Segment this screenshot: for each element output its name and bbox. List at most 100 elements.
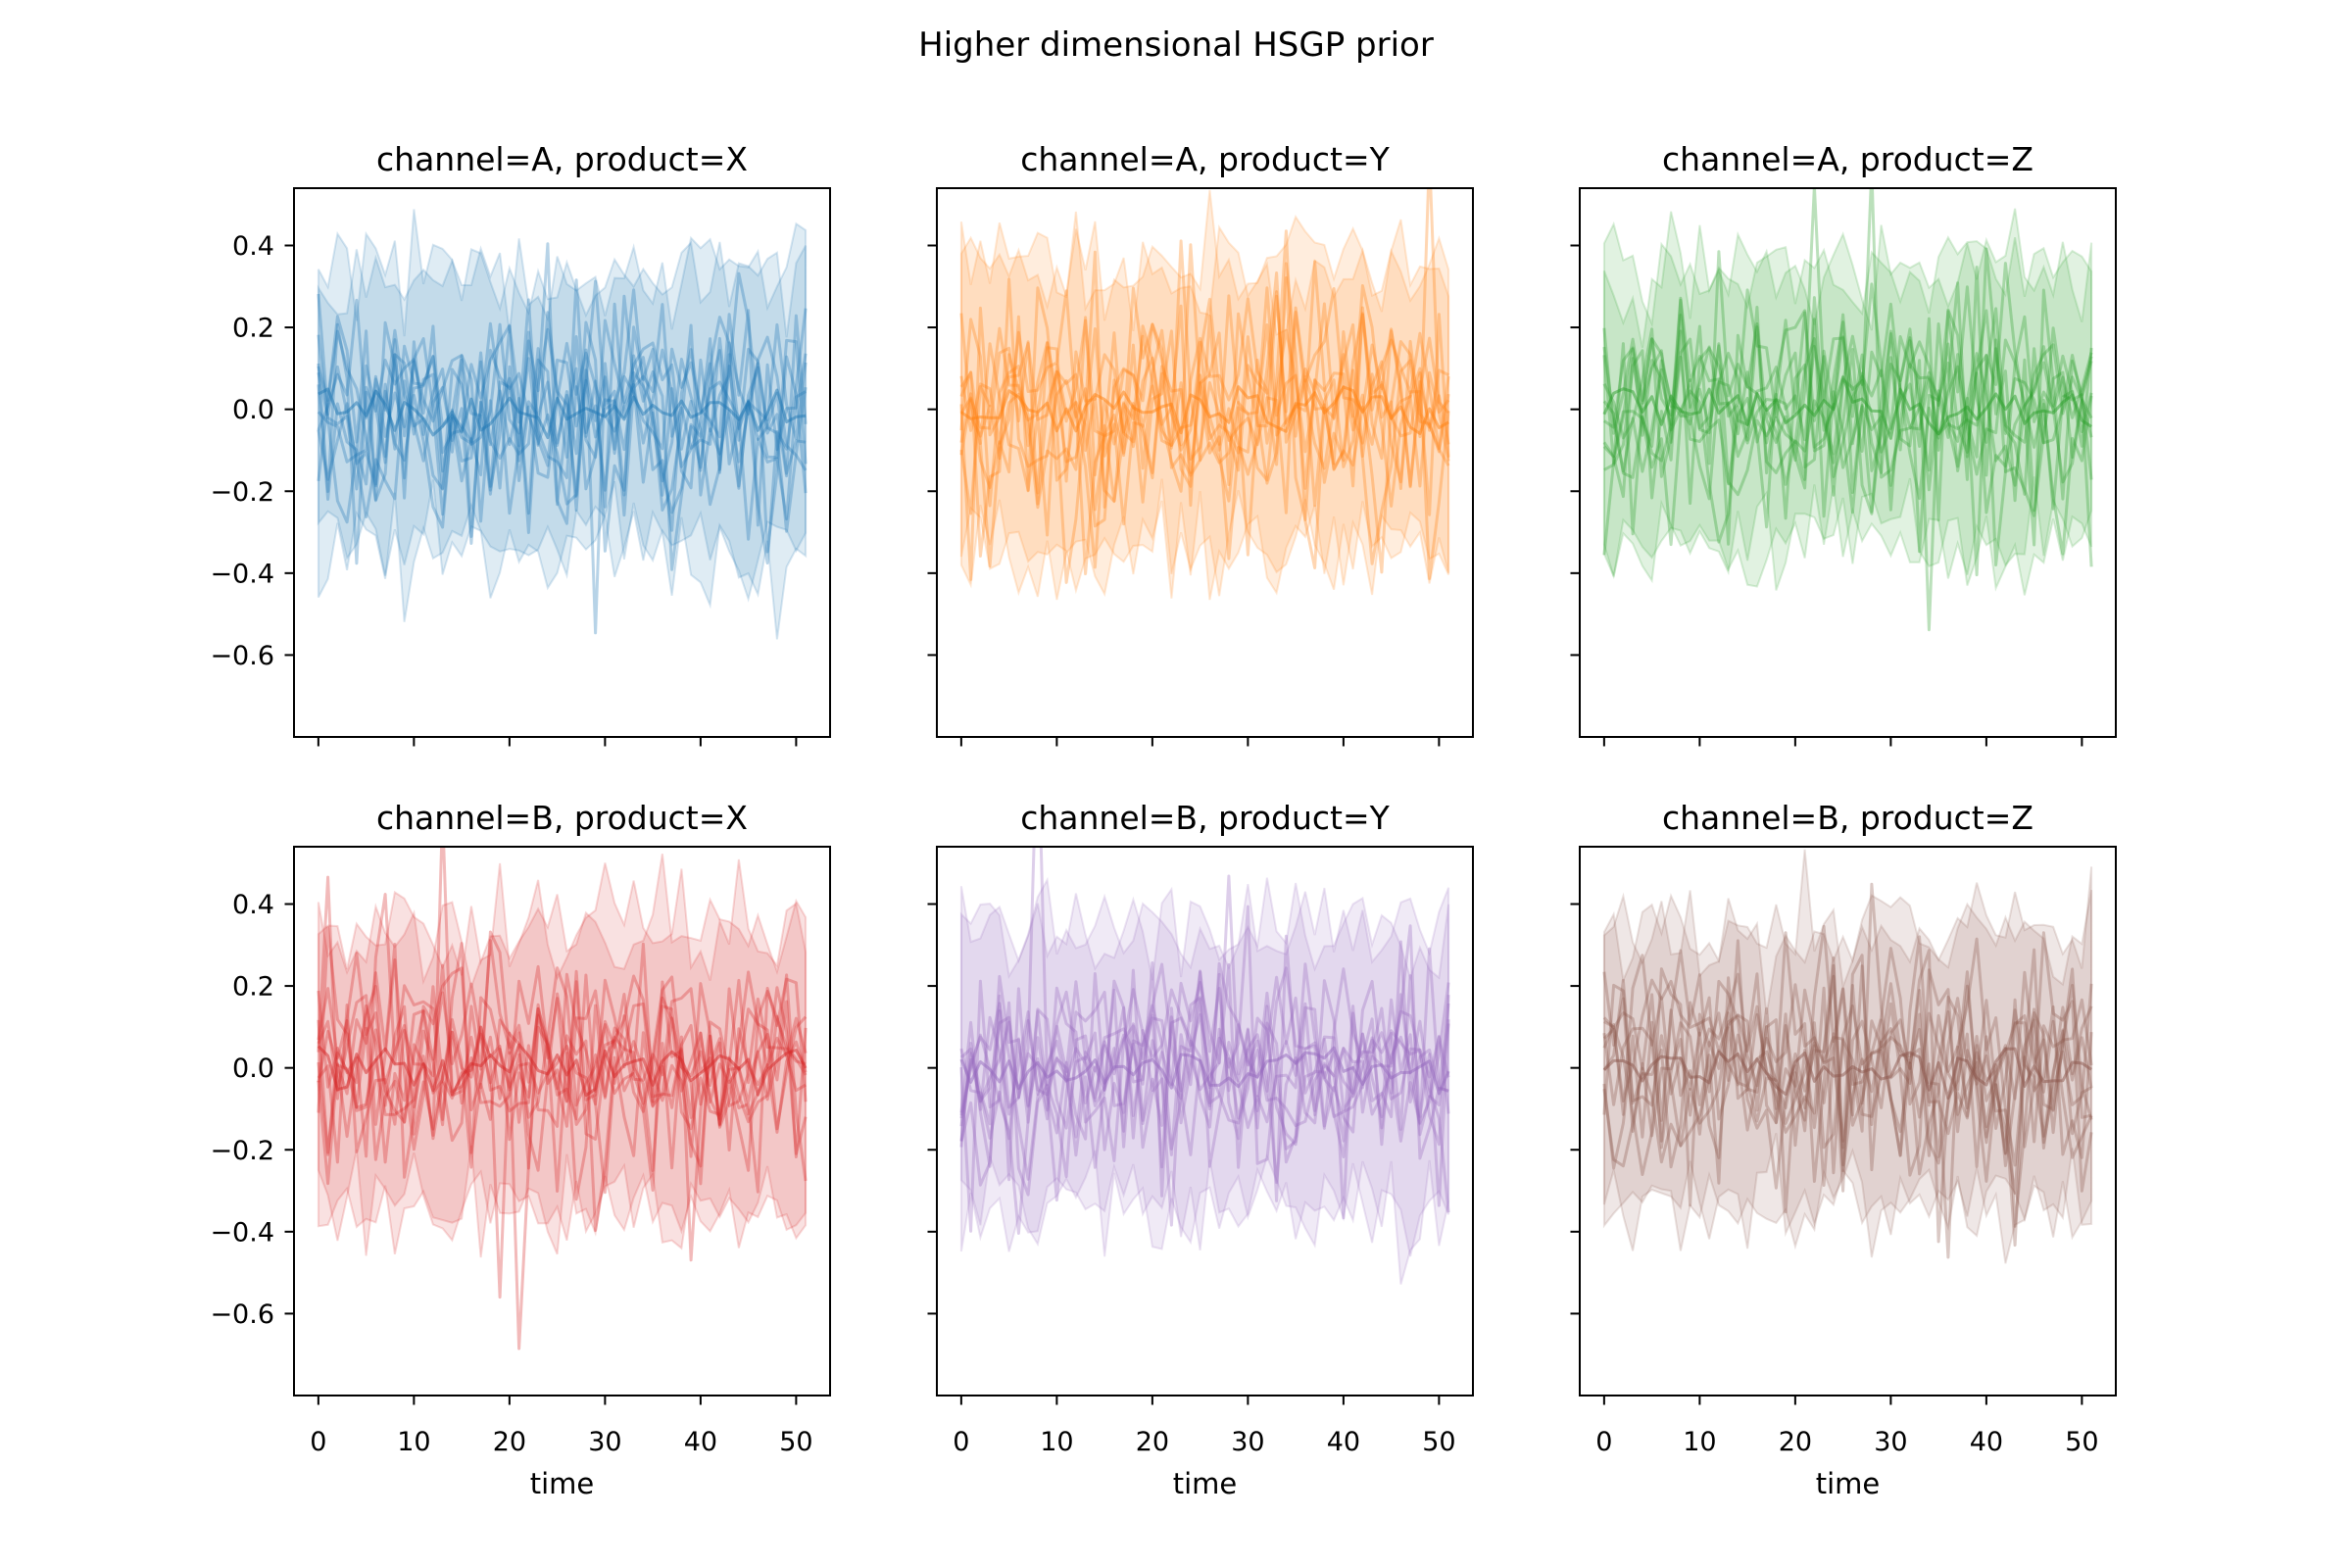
x-tick-label: 0 bbox=[953, 1427, 969, 1457]
subplot-title: channel=A, product=Z bbox=[1662, 140, 2034, 178]
sample-line bbox=[1602, 931, 2093, 1183]
sample-line bbox=[959, 239, 1450, 580]
subplot-title: channel=B, product=X bbox=[376, 799, 748, 837]
sample-line bbox=[317, 242, 808, 525]
median-line bbox=[318, 387, 807, 440]
sample-line bbox=[317, 847, 808, 1201]
subplot-title: channel=B, product=Y bbox=[1020, 799, 1390, 837]
hdi-band bbox=[959, 189, 1450, 601]
subplot-title: channel=A, product=X bbox=[376, 140, 748, 178]
axes-frame bbox=[1579, 187, 2117, 738]
sample-line bbox=[317, 875, 808, 1350]
sample-line bbox=[959, 229, 1450, 537]
y-tick-label: −0.2 bbox=[210, 477, 274, 508]
x-tick-label: 20 bbox=[1136, 1427, 1169, 1457]
plot-area bbox=[1602, 849, 2093, 1264]
sample-line bbox=[959, 250, 1450, 584]
sample-line bbox=[317, 942, 808, 1195]
plot-area bbox=[1602, 188, 2093, 632]
hdi-band bbox=[959, 877, 1450, 1285]
x-tick-label: 30 bbox=[1231, 1427, 1264, 1457]
x-tick-label: 10 bbox=[1040, 1427, 1073, 1457]
y-tick-label: −0.4 bbox=[210, 559, 274, 589]
axis-ticks: 0 10 20 30 40 50 bbox=[927, 903, 1456, 1457]
x-tick-label: 10 bbox=[1683, 1427, 1716, 1457]
sample-line bbox=[317, 966, 807, 1152]
y-tick-label: −0.6 bbox=[210, 1299, 274, 1330]
subplot-channelA-productY: channel=A, product=Y bbox=[927, 140, 1474, 747]
sample-line bbox=[1602, 964, 2092, 1228]
hdi-band bbox=[1602, 211, 2093, 588]
sample-line bbox=[1602, 266, 2093, 518]
plot-area bbox=[317, 209, 808, 640]
sample-line bbox=[959, 874, 1449, 1160]
sample-line bbox=[317, 293, 808, 527]
subplot-channelB-productX: 0 10 20 30 40 50 0.4 0.2 0.0 −0.2 −0.4 −0.6 channel… bbox=[210, 799, 831, 1500]
hdi-band bbox=[1602, 849, 2093, 1258]
hdi-band bbox=[317, 209, 808, 622]
sample-line bbox=[959, 277, 1450, 558]
subplot-channelA-productZ: channel=A, product=Z bbox=[1570, 140, 2117, 747]
sample-line bbox=[959, 988, 1450, 1169]
y-tick-label: 0.0 bbox=[232, 1054, 274, 1084]
sample-line bbox=[317, 893, 808, 1262]
axes-frame bbox=[936, 846, 1474, 1396]
axis-ticks bbox=[927, 244, 1441, 747]
sample-line bbox=[1603, 308, 2093, 522]
sample-line bbox=[1602, 188, 2093, 576]
sample-line bbox=[317, 958, 808, 1172]
figure-suptitle: Higher dimensional HSGP prior bbox=[918, 25, 1434, 65]
axis-ticks: 0 10 20 30 40 50 0.4 0.2 0.0 −0.2 −0.4 −0.6 bbox=[210, 890, 812, 1457]
y-tick-label: −0.4 bbox=[210, 1217, 274, 1248]
axes-frame bbox=[293, 846, 831, 1396]
subplot-title: channel=A, product=Y bbox=[1020, 140, 1390, 178]
sample-line bbox=[959, 294, 1450, 506]
plot-area bbox=[959, 188, 1450, 601]
sample-line bbox=[317, 969, 808, 1182]
hdi-band bbox=[317, 854, 808, 1256]
hdi-band bbox=[1602, 208, 2093, 596]
y-tick-label: 0.0 bbox=[232, 395, 274, 425]
x-tick-label: 30 bbox=[588, 1427, 621, 1457]
y-tick-label: 0.2 bbox=[232, 972, 274, 1003]
axes-frame bbox=[936, 187, 1474, 738]
hdi-band bbox=[1602, 889, 2093, 1264]
y-tick-label: −0.6 bbox=[210, 641, 274, 671]
sample-line bbox=[317, 939, 807, 1143]
sample-line bbox=[959, 970, 1450, 1233]
sample-line bbox=[1602, 970, 2093, 1159]
x-tick-label: 20 bbox=[493, 1427, 526, 1457]
median-line bbox=[317, 1043, 808, 1098]
x-tick-label: 40 bbox=[1970, 1427, 2003, 1457]
sample-line bbox=[317, 303, 808, 554]
x-axis-label: time bbox=[1173, 1467, 1238, 1500]
sample-line bbox=[959, 188, 1450, 581]
median-line bbox=[1602, 1047, 2092, 1101]
hdi-band bbox=[317, 858, 808, 1258]
sample-line bbox=[959, 934, 1450, 1202]
sample-line bbox=[317, 271, 808, 553]
sample-line bbox=[317, 294, 808, 635]
sample-line bbox=[1602, 931, 2093, 1193]
sample-line bbox=[959, 966, 1450, 1182]
x-tick-label: 50 bbox=[2065, 1427, 2098, 1457]
subplot-channelB-productZ: 0 10 20 30 40 50 channel=B, product=Z time bbox=[1570, 799, 2117, 1500]
sample-line bbox=[1602, 247, 2093, 567]
y-tick-label: 0.2 bbox=[232, 314, 274, 344]
sample-line bbox=[1602, 882, 2092, 1183]
median-line bbox=[959, 1046, 1450, 1096]
hdi-band bbox=[959, 211, 1450, 597]
sample-line bbox=[317, 288, 808, 534]
axis-ticks: 0.4 0.2 0.0 −0.2 −0.4 −0.6 bbox=[210, 231, 798, 747]
y-tick-label: 0.4 bbox=[232, 890, 274, 920]
axes-frame bbox=[293, 187, 831, 738]
sample-line bbox=[959, 262, 1449, 569]
sample-line bbox=[959, 961, 1450, 1198]
sample-line bbox=[959, 905, 1450, 1207]
axes-frame bbox=[1579, 846, 2117, 1396]
x-tick-label: 0 bbox=[1595, 1427, 1612, 1457]
median-line bbox=[1602, 375, 2092, 440]
sample-line bbox=[317, 341, 808, 533]
